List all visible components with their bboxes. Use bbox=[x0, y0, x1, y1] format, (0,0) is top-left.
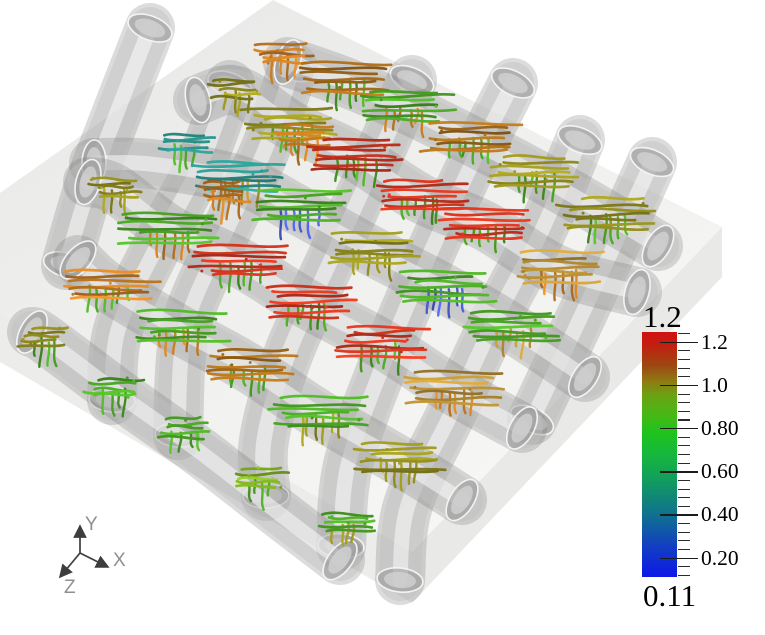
orientation-axes-widget: Y X Z bbox=[58, 514, 126, 598]
fiber-bundle bbox=[265, 284, 358, 332]
fiber-bundle bbox=[206, 78, 262, 117]
fiber-bundle bbox=[156, 415, 211, 454]
tube-end-cap-inner bbox=[189, 84, 207, 116]
fiber-bundle bbox=[403, 369, 506, 417]
tube-end-cap-inner bbox=[498, 72, 528, 94]
fiber-bundle bbox=[327, 231, 421, 282]
fiber-bundle bbox=[554, 195, 657, 245]
tube-end-cap-inner bbox=[511, 413, 533, 443]
slab-right-face bbox=[412, 227, 722, 603]
fiber-bundle bbox=[306, 137, 404, 189]
fiber-bundle bbox=[157, 132, 217, 174]
fiber-bundle bbox=[63, 268, 162, 313]
fiber-bundle bbox=[267, 394, 369, 447]
tube-end-cap-inner bbox=[628, 276, 646, 308]
fiber-bundle bbox=[205, 347, 299, 397]
fiber-bundle bbox=[433, 206, 531, 254]
fiber-bundle bbox=[298, 60, 393, 112]
fiber-bundle bbox=[251, 188, 353, 241]
tube-end-cap-inner bbox=[564, 130, 596, 150]
tube-end-cap-inner bbox=[79, 166, 97, 198]
fiber-bundle bbox=[317, 511, 377, 547]
y-axis-label: Y bbox=[85, 514, 98, 535]
fiber-bundle bbox=[462, 309, 562, 360]
fiber-bundle bbox=[234, 466, 291, 511]
x-axis-arrow bbox=[79, 552, 110, 568]
fiber-bundle bbox=[16, 326, 69, 368]
fiber-bundle bbox=[198, 180, 252, 225]
tube-end-cap-inner bbox=[573, 362, 597, 392]
tube-end-cap-inner bbox=[384, 571, 416, 589]
x-axis-label: X bbox=[113, 550, 126, 571]
fiber-bundle bbox=[334, 324, 432, 376]
fiber-bundle bbox=[516, 249, 605, 302]
fiber-bundle bbox=[375, 178, 470, 225]
z-axis-label: Z bbox=[64, 577, 76, 598]
tube-end-cap-inner bbox=[647, 231, 669, 261]
fiber-bundle bbox=[359, 90, 458, 139]
fiber-bundle bbox=[352, 441, 447, 492]
tube-end-cap-inner bbox=[328, 546, 352, 574]
fiber-bundle bbox=[395, 269, 498, 319]
weft-yarn-tube-5 bbox=[375, 115, 605, 605]
tube-end-cap-inner bbox=[637, 152, 667, 172]
fiber-bundle bbox=[135, 308, 232, 357]
weft-yarn-tube-0 bbox=[41, 3, 175, 290]
z-axis-arrow bbox=[58, 552, 81, 579]
fiber-bundle bbox=[187, 243, 289, 294]
tube-end-cap-inner bbox=[65, 246, 91, 274]
fiber-bundle bbox=[487, 154, 580, 204]
fiber-bundle bbox=[418, 121, 524, 165]
tube-end-cap-inner bbox=[397, 70, 427, 90]
fiber-bundle bbox=[116, 211, 220, 261]
tube-end-cap-inner bbox=[451, 485, 473, 515]
fiber-bundle bbox=[82, 376, 146, 418]
fiber-bundle bbox=[87, 176, 143, 219]
tube-end-cap-inner bbox=[134, 18, 166, 38]
